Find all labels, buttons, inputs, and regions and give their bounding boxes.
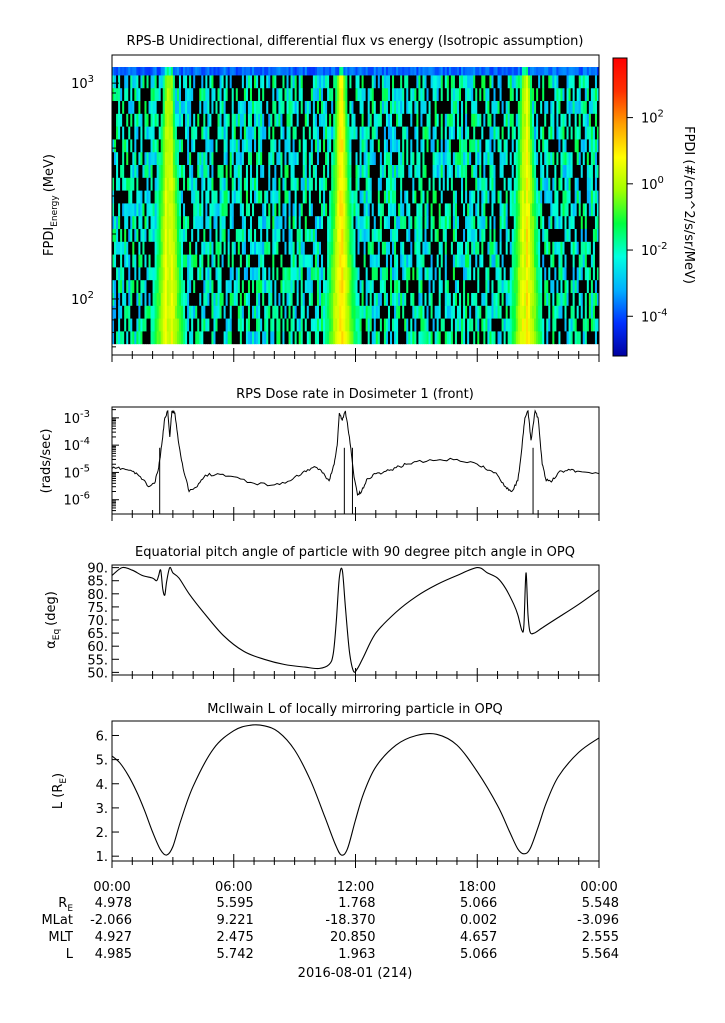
spectrogram-title: RPS-B Unidirectional, differential flux … xyxy=(127,34,584,49)
spectrogram-panel: RPS-B Unidirectional, differential flux … xyxy=(42,34,696,356)
spectrogram-cells xyxy=(112,62,599,344)
